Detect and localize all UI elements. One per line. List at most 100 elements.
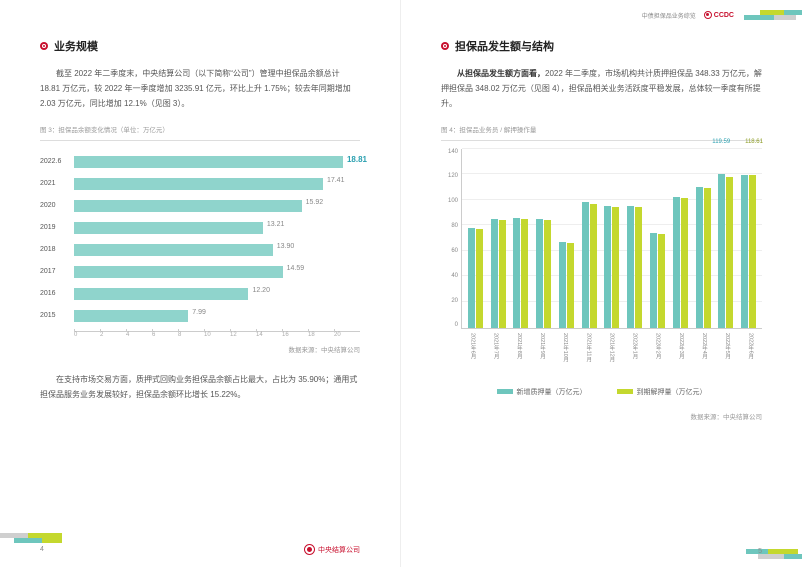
column-group xyxy=(536,149,551,328)
page-number-left: 4 xyxy=(40,546,44,553)
chart4-source: 数据来源：中央结算公司 xyxy=(441,411,762,421)
ccdc-circle-icon xyxy=(704,11,712,19)
hbar-x-tick: 0 xyxy=(74,332,100,338)
column-b xyxy=(499,220,506,327)
footer-left: 4 中央结算公司 xyxy=(40,544,360,555)
legend-swatch-b xyxy=(617,389,633,394)
footer-org-logo: 中央结算公司 xyxy=(304,544,360,555)
chart3-x-axis: 02468101214161820 xyxy=(74,331,360,338)
chart4-x-axis: 2021年6月2021年7月2021年8月2021年9月2021年10月2021… xyxy=(461,333,762,377)
hbar-x-tick: 12 xyxy=(230,332,256,338)
x-tick-label: 2022年3月 xyxy=(677,333,685,377)
hbar-row: 201813.90 xyxy=(40,239,360,261)
ccdc-text: CCDC xyxy=(714,12,734,19)
hbar-fill xyxy=(74,200,302,212)
hbar-row: 2015 7.99 xyxy=(40,305,360,327)
x-tick-label: 2021年7月 xyxy=(492,333,500,377)
deco-top-right xyxy=(744,10,802,20)
column-group xyxy=(604,149,619,328)
hbar-value: 15.92 xyxy=(306,199,324,206)
seal-icon xyxy=(304,544,315,555)
chart4-legend: 新增质押量（万亿元） 到期解押量（万亿元） xyxy=(441,387,762,397)
hbar-y-label: 2015 xyxy=(40,312,74,319)
header-text: 中债担保品业务综览 xyxy=(642,11,696,20)
hbar-row: 2020 15.92 xyxy=(40,195,360,217)
right-para-1: 从担保品发生额方面看，2022 年二季度，市场机构共计质押担保品 348.33 … xyxy=(441,66,762,112)
chart4-wrap: 020406080100120140 119.59118.61 2021年6月2… xyxy=(441,140,762,397)
column-b xyxy=(726,177,733,328)
column-group: 119.59 xyxy=(718,149,733,328)
hbar-value: 7.99 xyxy=(192,309,206,316)
column-a xyxy=(741,175,748,327)
hbar-y-label: 2019 xyxy=(40,224,74,231)
column-b xyxy=(681,198,688,327)
left-page: 业务规模 截至 2022 年二季度末，中央结算公司（以下简称“公司”）管理中担保… xyxy=(0,0,401,567)
x-tick-label: 2021年8月 xyxy=(515,333,523,377)
hbar-x-tick: 8 xyxy=(178,332,204,338)
hbar-fill xyxy=(74,266,283,278)
page-number-right: 5 xyxy=(758,548,762,555)
hbar-x-tick: 18 xyxy=(308,332,334,338)
x-tick-label: 2021年9月 xyxy=(538,333,546,377)
heading-dot-icon xyxy=(441,42,449,50)
column-a xyxy=(559,242,566,328)
column-b xyxy=(521,219,528,328)
x-tick-label: 2022年6月 xyxy=(746,333,754,377)
hbar-track: 14.59 xyxy=(74,266,360,278)
column-b xyxy=(544,220,551,327)
section-title-right: 担保品发生额与结构 xyxy=(455,38,554,54)
legend-label-a: 新增质押量（万亿元） xyxy=(517,387,587,397)
hbar-track: 15.92 xyxy=(74,200,360,212)
section-heading-left: 业务规模 xyxy=(40,38,360,54)
hbar-value: 13.21 xyxy=(267,221,285,228)
column-b xyxy=(635,207,642,327)
column-group xyxy=(513,149,528,328)
chart4-caption: 图 4：担保品业务员 / 解押操作量 xyxy=(441,124,762,134)
column-a xyxy=(536,219,543,328)
hbar-track: 18.81 xyxy=(74,156,360,168)
legend-item-a: 新增质押量（万亿元） xyxy=(497,387,587,397)
column-group xyxy=(582,149,597,328)
column-a xyxy=(513,218,520,328)
y-tick: 80 xyxy=(451,223,458,229)
header-right: 中债担保品业务综览 CCDC xyxy=(642,10,802,20)
y-tick: 0 xyxy=(455,322,458,328)
column-a xyxy=(468,228,475,328)
hbar-fill xyxy=(74,288,248,300)
heading-dot-icon xyxy=(40,42,48,50)
hbar-x-tick: 4 xyxy=(126,332,152,338)
legend-swatch-a xyxy=(497,389,513,394)
column-callout: 118.61 xyxy=(745,139,763,145)
column-group: 118.61 xyxy=(741,149,756,328)
right-page: 中债担保品业务综览 CCDC 担保品发生额与结构 从担保品发生额方面看，2022… xyxy=(401,0,802,567)
hbar-track: 13.90 xyxy=(74,244,360,256)
column-a xyxy=(673,197,680,327)
column-a xyxy=(582,202,589,327)
x-tick-label: 2022年4月 xyxy=(700,333,708,377)
column-a xyxy=(627,206,634,327)
column-group xyxy=(491,149,506,328)
hbar-row: 2019 13.21 xyxy=(40,217,360,239)
legend-item-b: 到期解押量（万亿元） xyxy=(617,387,707,397)
hbar-x-tick: 10 xyxy=(204,332,230,338)
column-b xyxy=(567,243,574,327)
x-tick-label: 2022年1月 xyxy=(631,333,639,377)
hbar-row: 2022.618.81 xyxy=(40,151,360,173)
left-para-1: 截至 2022 年二季度末，中央结算公司（以下简称“公司”）管理中担保品余额总计… xyxy=(40,66,360,112)
hbar-y-label: 2016 xyxy=(40,290,74,297)
ccdc-logo: CCDC xyxy=(704,11,734,19)
hbar-x-tick: 6 xyxy=(152,332,178,338)
hbar-track: 7.99 xyxy=(74,310,360,322)
section-title-left: 业务规模 xyxy=(54,38,98,54)
deco-bottom-right xyxy=(746,549,802,559)
chart4-y-axis: 020406080100120140 xyxy=(441,149,461,329)
left-para-2: 在支持市场交易方面，质押式回购业务担保品余额占比最大，占比为 35.90%；通用… xyxy=(40,372,360,402)
column-group xyxy=(696,149,711,328)
column-group xyxy=(627,149,642,328)
y-tick: 40 xyxy=(451,273,458,279)
hbar-x-tick: 20 xyxy=(334,332,360,338)
hbar-y-label: 2020 xyxy=(40,202,74,209)
hbar-y-label: 2021 xyxy=(40,180,74,187)
hbar-y-label: 2017 xyxy=(40,268,74,275)
column-a xyxy=(718,174,725,327)
